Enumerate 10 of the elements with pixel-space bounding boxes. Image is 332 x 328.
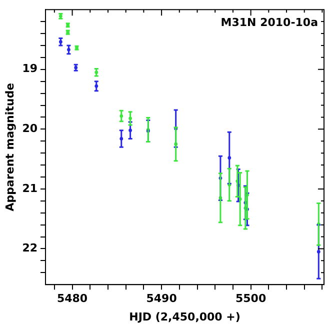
y-tick-label: 22 xyxy=(22,242,38,255)
y-axis-title: Apparent magnitude xyxy=(3,82,16,212)
y-tick-label: 21 xyxy=(22,182,38,195)
y-tick-label: 19 xyxy=(22,62,38,76)
x-tick-label: 5480 xyxy=(56,292,88,306)
x-axis-title: HJD (2,450,000 +) xyxy=(129,310,240,324)
x-tick-label: 5500 xyxy=(235,292,266,306)
y-tick-label: 20 xyxy=(22,122,38,136)
x-tick-label: 5490 xyxy=(146,292,178,306)
annotation: M31N 2010-10a xyxy=(220,16,318,29)
